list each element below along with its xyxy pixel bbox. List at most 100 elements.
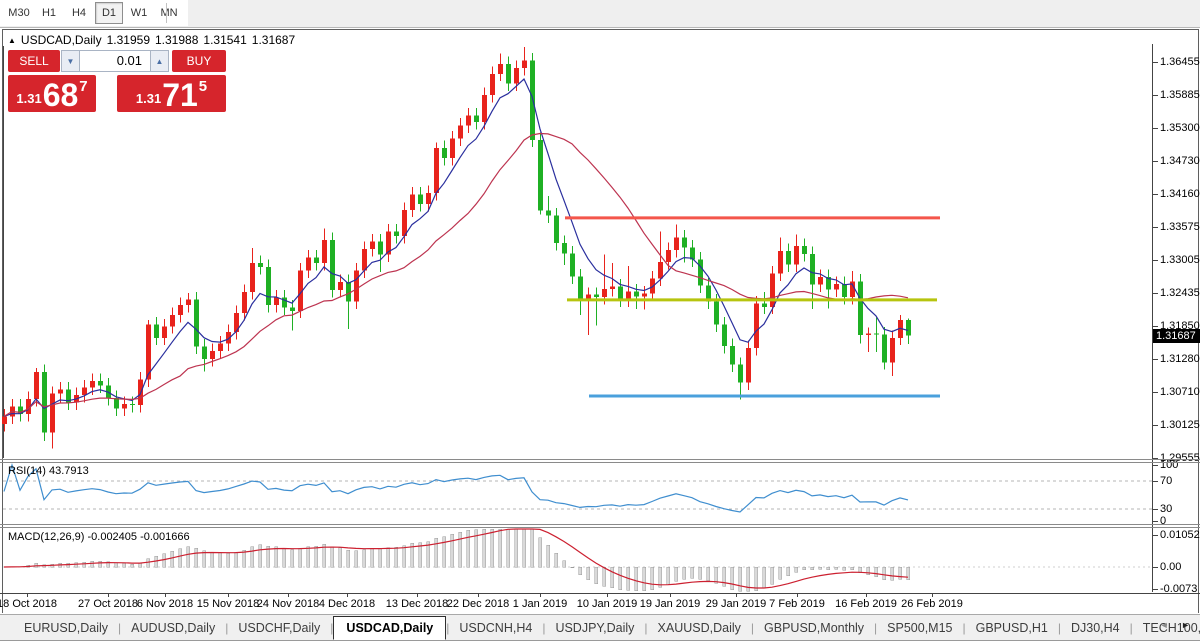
price-axis-label: 1.35885 bbox=[1160, 88, 1200, 101]
price-axis-label: 1.34160 bbox=[1160, 187, 1200, 200]
macd-axis-label: -0.0073 bbox=[1160, 583, 1198, 596]
tab-xauusd-daily[interactable]: XAUUSD,Daily bbox=[657, 620, 741, 635]
timeframe-button-m30[interactable]: M30 bbox=[8, 7, 30, 19]
tab-scroll-arrows: ◄ ► bbox=[1150, 620, 1190, 630]
rsi-value: 43.7913 bbox=[48, 465, 89, 477]
date-axis-label: 16 Feb 2019 bbox=[835, 598, 897, 610]
rsi-level-lines bbox=[3, 480, 1152, 510]
ohlc-open: 1.31959 bbox=[106, 33, 150, 47]
tab-separator: | bbox=[446, 620, 450, 635]
tab-separator: | bbox=[542, 620, 546, 635]
tab-separator: | bbox=[118, 620, 122, 635]
sell-price-digits: 68 bbox=[42, 77, 79, 113]
sell-price-button[interactable]: 1.31 68 7 bbox=[8, 75, 96, 112]
buy-price-prefix: 1.31 bbox=[135, 91, 162, 106]
price-axis-label: 1.29555 bbox=[1160, 451, 1200, 464]
tab-separator: | bbox=[874, 620, 878, 635]
date-axis-label: 24 Nov 2018 bbox=[256, 598, 320, 610]
timeframe-button-h4[interactable]: H4 bbox=[71, 7, 87, 19]
date-axis-label: 18 Oct 2018 bbox=[0, 598, 57, 610]
rsi-axis-label: 70 bbox=[1160, 475, 1173, 487]
timeframe-button-w1[interactable]: W1 bbox=[130, 7, 148, 19]
buy-price-pip: 5 bbox=[198, 78, 208, 95]
tab-gbpusd-h1[interactable]: GBPUSD,H1 bbox=[975, 620, 1048, 635]
tab-audusd-daily[interactable]: AUDUSD,Daily bbox=[131, 620, 216, 635]
date-axis-label: 6 Nov 2018 bbox=[136, 598, 194, 610]
ohlc-close: 1.31687 bbox=[251, 33, 296, 47]
date-axis-label: 26 Feb 2019 bbox=[901, 598, 963, 610]
date-axis-label: 19 Jan 2019 bbox=[639, 598, 701, 610]
tab-dj30-h4[interactable]: DJ30,H4 bbox=[1071, 620, 1120, 635]
rsi-label: RSI(14) 43.7913 bbox=[8, 465, 89, 477]
tab-usdchf-daily[interactable]: USDCHF,Daily bbox=[238, 620, 321, 635]
tab-sp500-m15[interactable]: SP500,M15 bbox=[887, 620, 953, 635]
collapse-panel-icon[interactable]: ▲ bbox=[8, 36, 16, 45]
pane-splitters[interactable] bbox=[0, 459, 1200, 528]
macd-signal-value: -0.001666 bbox=[140, 531, 190, 543]
price-axis-label: 1.36455 bbox=[1160, 56, 1200, 68]
pane-borders bbox=[0, 44, 1200, 594]
date-axis-label: 10 Jan 2019 bbox=[576, 598, 638, 610]
tab-separator: | bbox=[1129, 620, 1133, 635]
macd-label: MACD(12,26,9) -0.002405 -0.001666 bbox=[8, 531, 190, 543]
tab-separator: | bbox=[962, 620, 966, 635]
tab-separator: | bbox=[750, 620, 755, 635]
price-axis-label: 1.34730 bbox=[1160, 154, 1200, 167]
sell-price-prefix: 1.31 bbox=[16, 91, 42, 106]
volume-input[interactable]: 0.01 bbox=[79, 50, 151, 72]
price-axis-label: 1.35300 bbox=[1160, 122, 1200, 135]
date-axis-label: 22 Dec 2018 bbox=[446, 598, 510, 610]
tab-separator: | bbox=[1057, 620, 1061, 635]
date-axis-label: 29 Jan 2019 bbox=[705, 598, 767, 610]
price-axis-label: 1.33005 bbox=[1160, 253, 1200, 266]
date-axis-label: 1 Jan 2019 bbox=[512, 598, 568, 610]
toolbar-separator bbox=[166, 3, 167, 23]
date-axis-label: 15 Nov 2018 bbox=[196, 598, 260, 610]
timeframe-button-mn[interactable]: MN bbox=[160, 7, 178, 19]
buy-price-button[interactable]: 1.31 71 5 bbox=[117, 75, 226, 112]
timeframe-toolbar: M30 H1 H4 D1 W1 MN bbox=[0, 0, 1200, 28]
tab-gbpusd-monthly[interactable]: GBPUSD,Monthly bbox=[764, 620, 865, 635]
chart-tab-bar: EURUSD,Daily | AUDUSD,Daily | USDCHF,Daily | U… bbox=[0, 614, 1200, 641]
timeframe-button-d1[interactable]: D1 bbox=[95, 2, 123, 24]
ohlc-high: 1.31988 bbox=[155, 33, 199, 47]
chart-title-row: ▲ USDCAD,Daily 1.31959 1.31988 1.31541 1.3168… bbox=[8, 33, 295, 47]
price-axis-label: 1.31280 bbox=[1160, 352, 1200, 365]
ohlc-low: 1.31541 bbox=[203, 33, 247, 47]
tab-usdjpy-daily[interactable]: USDJPY,Daily bbox=[555, 620, 635, 635]
date-axis-label: 7 Feb 2019 bbox=[769, 598, 825, 610]
date-axis-label: 4 Dec 2018 bbox=[318, 598, 376, 610]
tab-scroll-right-icon[interactable]: ► bbox=[1181, 620, 1190, 630]
timeframe-button-group: M30 H1 H4 D1 W1 MN bbox=[0, 0, 188, 26]
tab-usdcad-daily[interactable]: USDCAD,Daily bbox=[333, 616, 447, 640]
buy-price-digits: 71 bbox=[162, 77, 198, 113]
tab-eurusd-daily[interactable]: EURUSD,Daily bbox=[24, 620, 109, 635]
tab-separator: | bbox=[644, 620, 648, 635]
rsi-axis-label: 0 bbox=[1160, 515, 1167, 527]
buy-button[interactable]: BUY bbox=[172, 50, 226, 72]
volume-decrease-button[interactable]: ▼ bbox=[61, 50, 80, 72]
macd-axis-label: 0.010525 bbox=[1160, 529, 1200, 541]
price-axis-label: 1.33575 bbox=[1160, 221, 1200, 234]
tab-tech100-h1[interactable]: TECH100,H1 bbox=[1142, 620, 1200, 635]
date-axis-label: 27 Oct 2018 bbox=[78, 598, 138, 610]
rsi-axis-label: 30 bbox=[1160, 503, 1173, 515]
sell-button[interactable]: SELL bbox=[8, 50, 60, 72]
tab-separator: | bbox=[330, 620, 334, 635]
chart-symbol-title: USDCAD,Daily bbox=[20, 33, 102, 47]
axis-ticks bbox=[27, 62, 1158, 597]
ma-fast-line bbox=[3, 77, 909, 417]
chart-window[interactable] bbox=[2, 29, 1199, 613]
rsi-line bbox=[3, 462, 909, 513]
volume-increase-button[interactable]: ▲ bbox=[150, 50, 169, 72]
tab-separator: | bbox=[225, 620, 229, 635]
macd-histogram bbox=[26, 528, 910, 592]
timeframe-button-h1[interactable]: H1 bbox=[41, 7, 57, 19]
tab-usdcnh-h4[interactable]: USDCNH,H4 bbox=[459, 620, 533, 635]
date-axis-label: 13 Dec 2018 bbox=[385, 598, 449, 610]
tab-scroll-left-icon[interactable]: ◄ bbox=[1159, 620, 1169, 630]
macd-axis-label: 0.00 bbox=[1160, 561, 1182, 573]
sell-price-pip: 7 bbox=[79, 78, 88, 95]
